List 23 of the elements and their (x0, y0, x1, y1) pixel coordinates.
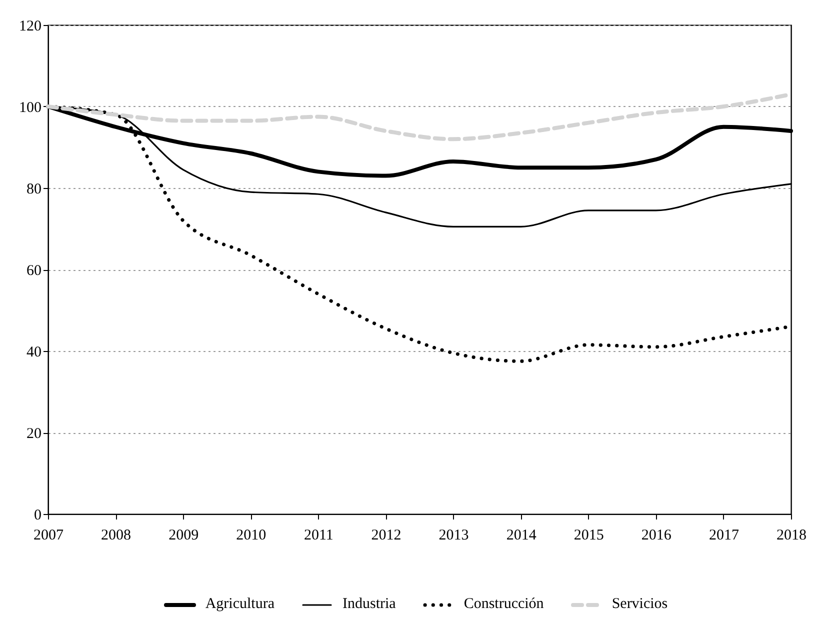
y-tick-label: 100 (19, 100, 42, 116)
y-tick-label: 80 (26, 182, 42, 198)
x-tick-label: 2011 (304, 528, 334, 544)
x-tick-label: 2017 (708, 528, 740, 544)
x-tick-label: 2010 (236, 528, 266, 544)
legend-label: Construcción (464, 596, 544, 613)
x-tick-label: 2015 (574, 528, 604, 544)
x-tick-label: 2007 (34, 528, 64, 544)
legend-label: Agricultura (205, 596, 274, 613)
y-tick-label: 20 (26, 426, 42, 442)
x-tick-label: 2008 (101, 528, 132, 544)
x-tick-label: 2018 (776, 528, 806, 544)
legend-label: Industria (342, 596, 396, 613)
legend-label: Servicios (612, 596, 668, 613)
x-tick-label: 2014 (506, 528, 537, 544)
y-tick-label: 0 (34, 508, 42, 524)
x-tick-label: 2016 (641, 528, 672, 544)
x-tick-label: 2012 (371, 528, 402, 544)
y-tick-label: 60 (26, 263, 42, 279)
y-tick-label: 120 (19, 18, 42, 34)
y-tick-label: 40 (26, 344, 42, 360)
x-tick-label: 2009 (168, 528, 199, 544)
x-tick-label: 2013 (438, 528, 469, 544)
